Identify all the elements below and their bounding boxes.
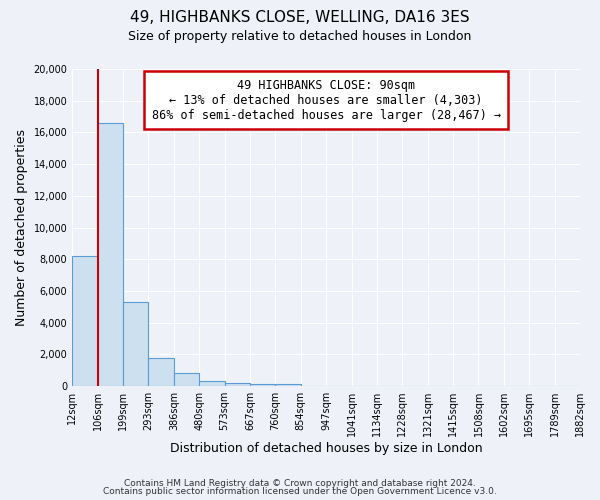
Bar xyxy=(148,358,174,386)
Bar xyxy=(275,384,301,386)
Text: Contains public sector information licensed under the Open Government Licence v3: Contains public sector information licen… xyxy=(103,487,497,496)
Bar xyxy=(98,123,123,386)
Text: Size of property relative to detached houses in London: Size of property relative to detached ho… xyxy=(128,30,472,43)
Text: Contains HM Land Registry data © Crown copyright and database right 2024.: Contains HM Land Registry data © Crown c… xyxy=(124,478,476,488)
Text: 49, HIGHBANKS CLOSE, WELLING, DA16 3ES: 49, HIGHBANKS CLOSE, WELLING, DA16 3ES xyxy=(130,10,470,25)
Bar xyxy=(199,382,224,386)
Y-axis label: Number of detached properties: Number of detached properties xyxy=(15,129,28,326)
Text: 49 HIGHBANKS CLOSE: 90sqm
← 13% of detached houses are smaller (4,303)
86% of se: 49 HIGHBANKS CLOSE: 90sqm ← 13% of detac… xyxy=(152,78,501,122)
Bar xyxy=(123,302,148,386)
Bar xyxy=(174,374,199,386)
X-axis label: Distribution of detached houses by size in London: Distribution of detached houses by size … xyxy=(170,442,482,455)
Bar xyxy=(72,256,98,386)
Bar xyxy=(250,384,275,386)
Bar xyxy=(224,383,250,386)
